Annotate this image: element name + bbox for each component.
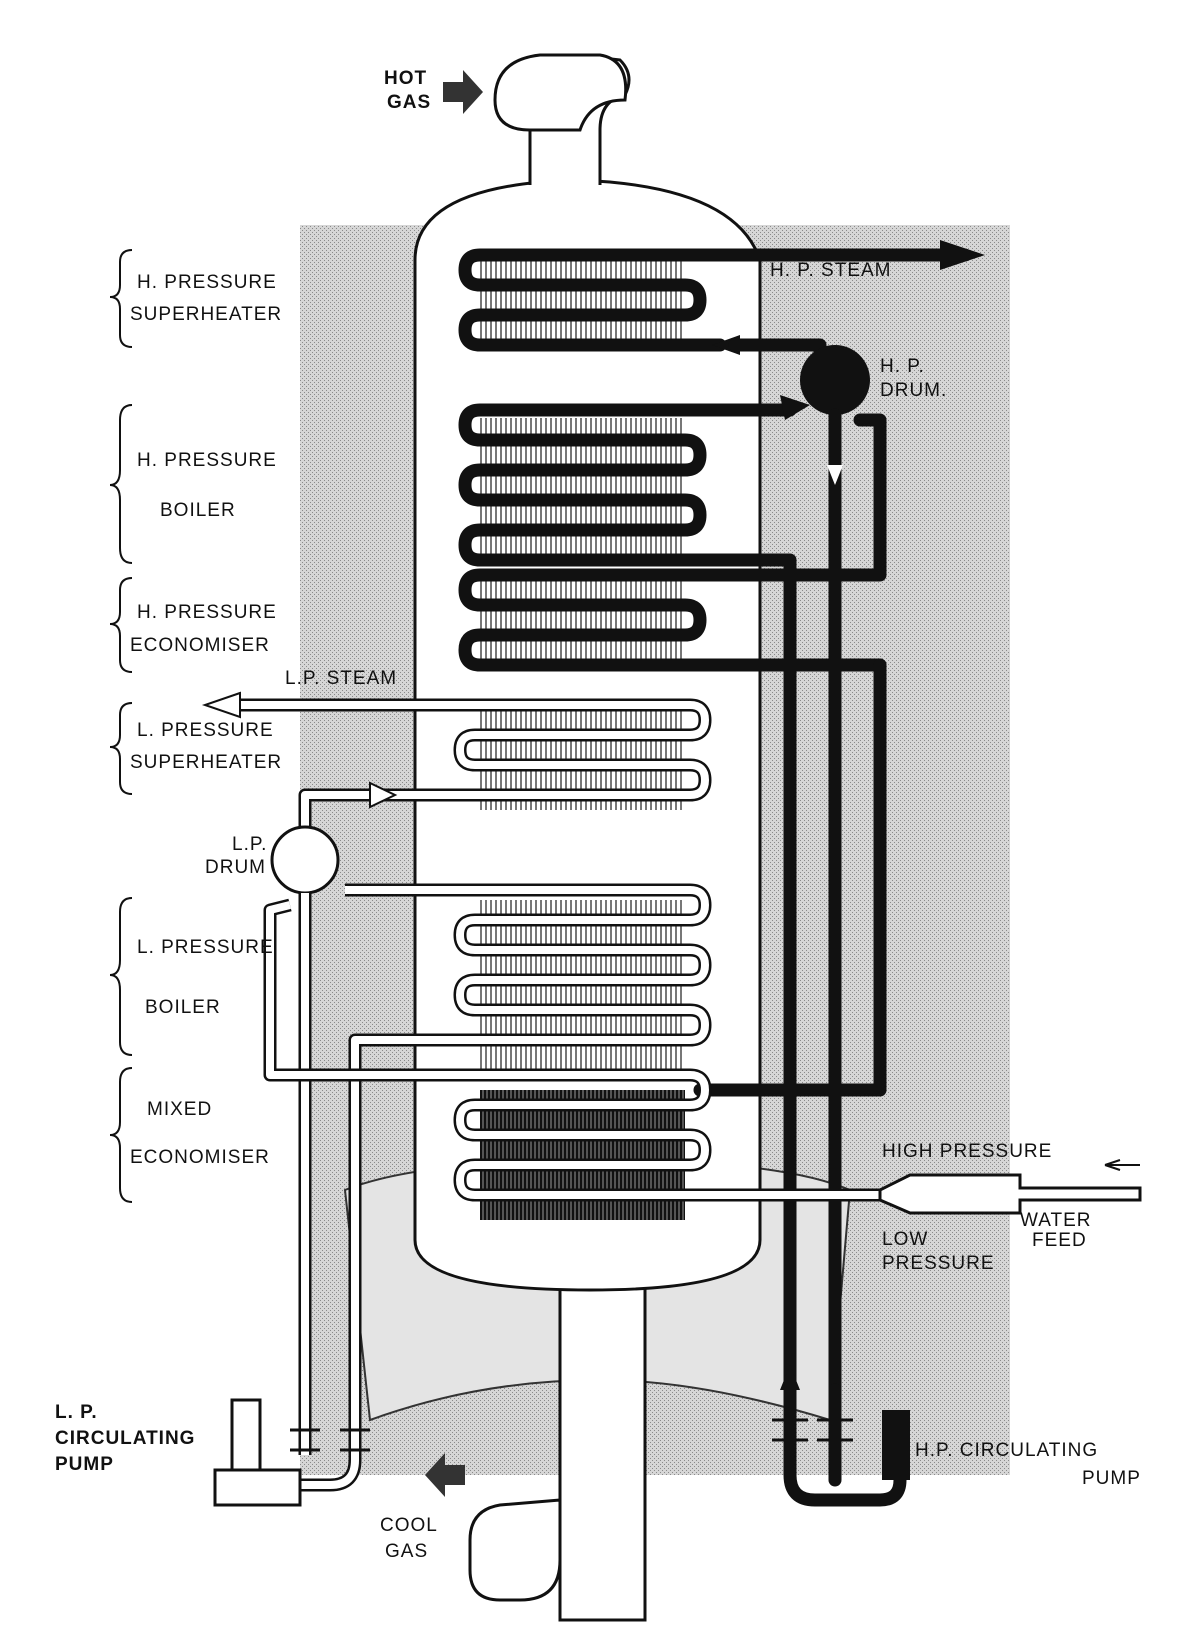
hp-superheater-fins [480, 260, 685, 350]
brace-lp-superheater [109, 702, 133, 795]
hp-drum-label-line2: DRUM. [880, 380, 947, 401]
lp-superheater-in-arrow [369, 781, 398, 809]
hp-pump-body [882, 1410, 910, 1480]
lp-boiler-coil-inner [345, 886, 709, 1420]
section-label-hp-superheater-2: SUPERHEATER [130, 304, 282, 325]
lp-economiser-link-inner [266, 901, 690, 1079]
outlet-duct [468, 1260, 562, 1602]
hp-boiler-to-drum-arrow [780, 395, 810, 420]
water-feed-label-line2: FEED [1032, 1230, 1087, 1251]
water-feed-arrow [1104, 1159, 1140, 1171]
hp-economiser-coil [458, 413, 887, 672]
lp-pump-body [230, 1398, 262, 1482]
cool-gas-label-line2: GAS [385, 1541, 428, 1562]
inlet-duct-front [493, 53, 628, 132]
hot-gas-arrow [443, 70, 483, 114]
lp-steam-arrow [201, 691, 241, 719]
lp-pump-base [213, 1468, 302, 1507]
hot-gas-label-line1: HOT [384, 68, 427, 89]
lp-steam-label: L.P. STEAM [285, 668, 397, 689]
section-label-hp-economiser-2: ECONOMISER [130, 635, 270, 656]
section-label-lp-boiler-2: BOILER [145, 997, 221, 1018]
hp-boiler-coil [458, 403, 797, 1397]
cool-gas-label-line1: COOL [380, 1515, 438, 1536]
lp-drum [270, 825, 340, 895]
section-label-hp-superheater-1: H. PRESSURE [137, 272, 277, 293]
cool-gas-arrow [425, 1453, 465, 1497]
hp-drum [800, 345, 870, 415]
lp-drum-label-line2: DRUM [205, 857, 266, 878]
lp-pump-label-line2: CIRCULATING [55, 1428, 195, 1449]
hot-gas-label-line2: GAS [387, 92, 431, 113]
section-label-lp-boiler-1: L. PRESSURE [137, 937, 274, 958]
hp-steam-arrow [940, 240, 985, 270]
hp-economiser-return [693, 658, 887, 1097]
brace-hp-economiser [109, 577, 133, 673]
hp-pump-piping [783, 1383, 907, 1507]
section-label-mixed-economiser-2: ECONOMISER [130, 1147, 270, 1168]
section-label-hp-economiser-1: H. PRESSURE [137, 602, 277, 623]
water-feed-header [878, 1173, 1142, 1215]
hp-economiser-fins [480, 570, 685, 665]
water-feed-label-line1: WATER [1020, 1210, 1092, 1231]
section-label-hp-boiler-1: H. PRESSURE [137, 450, 277, 471]
lp-superheater-coil-inner [240, 701, 709, 830]
hp-superheater-coil [458, 248, 972, 352]
section-label-lp-superheater-1: L. PRESSURE [137, 720, 274, 741]
lp-pump-piping-inner [260, 1420, 359, 1489]
section-label-lp-superheater-2: SUPERHEATER [130, 752, 282, 773]
hp-drum-label-line1: H. P. [880, 356, 925, 377]
hp-pump-label-line2: PUMP [1082, 1468, 1141, 1489]
brace-lp-boiler [109, 897, 133, 1056]
low-pressure-label-line2: PRESSURE [882, 1253, 995, 1274]
section-label-hp-boiler-2: BOILER [160, 500, 236, 521]
brace-hp-boiler [109, 404, 133, 564]
lp-pump-label-line1: L. P. [55, 1402, 98, 1423]
brace-hp-superheater [109, 249, 133, 348]
mixed-economiser-coil-inner [456, 1071, 880, 1199]
brace-mixed-economiser [109, 1067, 133, 1203]
high-pressure-label: HIGH PRESSURE [882, 1141, 1052, 1162]
hp-downcomer-arrow [827, 465, 843, 485]
low-pressure-label-line1: LOW [882, 1229, 928, 1250]
hp-steam-label: H. P. STEAM [770, 260, 892, 281]
hp-pump-label-line1: H.P. CIRCULATING [915, 1440, 1098, 1461]
section-label-mixed-economiser-1: MIXED [147, 1099, 212, 1120]
hp-pump-arrow-up [780, 1365, 800, 1390]
lp-pump-label-line3: PUMP [55, 1454, 114, 1475]
lp-drum-label-line1: L.P. [232, 834, 267, 855]
outlet-pipe [558, 1248, 647, 1622]
